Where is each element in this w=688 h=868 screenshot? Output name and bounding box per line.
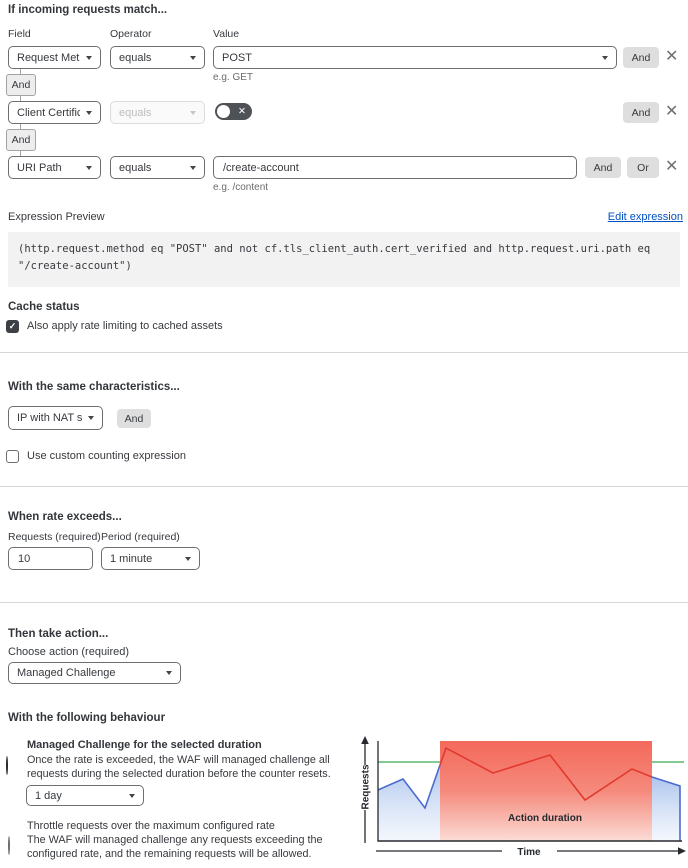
- expression-code-block: (http.request.method eq "POST" and not c…: [8, 232, 680, 287]
- add-and-condition-button-row1[interactable]: And: [623, 47, 659, 68]
- edit-expression-link[interactable]: Edit expression: [607, 211, 683, 223]
- add-or-condition-button-row3[interactable]: Or: [627, 157, 659, 178]
- action-duration-region: [440, 741, 652, 841]
- add-and-condition-button-row3[interactable]: And: [585, 157, 621, 178]
- x-axis-arrow-icon: [678, 847, 686, 855]
- y-axis-label: Requests: [361, 764, 372, 809]
- connector-and-chip-1[interactable]: And: [6, 74, 36, 96]
- chevron-down-icon: [86, 110, 92, 115]
- connector-and-chip-2[interactable]: And: [6, 129, 36, 151]
- requests-area-right: [652, 777, 680, 841]
- field-select-row2[interactable]: Client Certific...: [8, 101, 101, 124]
- characteristics-select-value: IP with NAT s...: [17, 412, 82, 424]
- match-section-title: If incoming requests match...: [8, 4, 168, 16]
- chevron-down-icon: [190, 55, 196, 60]
- throttle-behaviour-radio[interactable]: [8, 836, 10, 855]
- requests-area-left: [378, 765, 440, 841]
- cached-assets-checkbox-label: Also apply rate limiting to cached asset…: [27, 320, 223, 332]
- behaviour-diagram: Action duration Requests Time: [361, 736, 686, 858]
- value-hint-row1: e.g. GET: [213, 72, 254, 83]
- action-select[interactable]: Managed Challenge: [8, 662, 181, 684]
- throttle-behaviour-label: Throttle requests over the maximum confi…: [27, 820, 275, 832]
- request-line-blue-left: [377, 764, 441, 810]
- operator-select-row3-value: equals: [119, 161, 152, 174]
- remove-condition-icon-row3[interactable]: ✕: [665, 158, 679, 175]
- duration-behaviour-description: Once the rate is exceeded, the WAF will …: [27, 754, 331, 780]
- add-and-condition-button-row2[interactable]: And: [623, 102, 659, 123]
- cached-assets-checkbox[interactable]: ✓: [6, 320, 19, 333]
- field-select-row1[interactable]: Request Meth...: [8, 46, 101, 69]
- toggle-knob: [217, 105, 230, 118]
- period-label: Period (required): [101, 531, 180, 543]
- cert-verified-toggle[interactable]: ✕: [215, 103, 252, 120]
- period-select-value: 1 minute: [110, 552, 153, 565]
- period-select[interactable]: 1 minute: [101, 547, 200, 570]
- value-combobox-row1-value: POST: [222, 51, 252, 64]
- cache-status-title: Cache status: [8, 301, 80, 313]
- choose-action-label: Choose action (required): [8, 646, 130, 658]
- field-select-row2-value: Client Certific...: [17, 106, 80, 119]
- value-hint-row3: e.g. /content: [213, 182, 269, 193]
- operator-select-row3[interactable]: equals: [110, 156, 205, 179]
- chevron-down-icon: [86, 55, 92, 60]
- chevron-down-icon: [86, 165, 92, 170]
- remove-condition-icon-row1[interactable]: ✕: [665, 48, 679, 65]
- field-select-row3-value: URI Path: [17, 161, 62, 174]
- characteristics-title: With the same characteristics...: [8, 381, 180, 393]
- custom-counting-checkbox[interactable]: [6, 450, 19, 463]
- action-duration-annotation: Action duration: [508, 813, 582, 824]
- section-divider: [0, 602, 688, 603]
- chevron-down-icon: [190, 165, 196, 170]
- operator-select-row2-value: equals: [119, 106, 152, 119]
- requests-label: Requests (required): [8, 531, 101, 543]
- field-column-label: Field: [8, 28, 31, 40]
- custom-counting-checkbox-label: Use custom counting expression: [27, 450, 186, 462]
- expression-preview-label: Expression Preview: [8, 211, 105, 223]
- y-axis-arrow-icon: [361, 736, 369, 744]
- add-characteristic-button[interactable]: And: [117, 409, 151, 428]
- toggle-off-x-icon: ✕: [238, 105, 246, 117]
- duration-select[interactable]: 1 day: [26, 785, 144, 806]
- operator-select-row2-disabled: equals: [110, 101, 205, 124]
- chevron-down-icon: [602, 55, 608, 60]
- requests-input[interactable]: [8, 547, 93, 570]
- behaviour-title: With the following behaviour: [8, 712, 166, 724]
- value-input-row3[interactable]: [213, 156, 577, 179]
- operator-column-label: Operator: [110, 28, 152, 40]
- field-select-row1-value: Request Meth...: [17, 51, 80, 64]
- chevron-down-icon: [190, 110, 196, 115]
- section-divider: [0, 352, 688, 353]
- section-divider: [0, 486, 688, 487]
- duration-behaviour-radio[interactable]: [6, 756, 8, 775]
- chevron-down-icon: [129, 793, 135, 798]
- characteristics-select[interactable]: IP with NAT s...: [8, 406, 103, 430]
- duration-select-value: 1 day: [35, 789, 62, 802]
- chevron-down-icon: [166, 671, 172, 675]
- x-axis-label: Time: [517, 847, 541, 858]
- operator-select-row1-value: equals: [119, 51, 152, 64]
- action-select-value: Managed Challenge: [17, 667, 116, 679]
- remove-condition-icon-row2[interactable]: ✕: [665, 103, 679, 120]
- field-select-row3[interactable]: URI Path: [8, 156, 101, 179]
- value-combobox-row1[interactable]: POST: [213, 46, 617, 69]
- throttle-behaviour-description: The WAF will managed challenge any reque…: [27, 834, 323, 860]
- chevron-down-icon: [185, 556, 191, 561]
- duration-behaviour-label: Managed Challenge for the selected durat…: [27, 739, 262, 751]
- request-line-red: [439, 746, 653, 802]
- action-title: Then take action...: [8, 628, 109, 640]
- chevron-down-icon: [88, 416, 94, 420]
- rate-title: When rate exceeds...: [8, 511, 122, 523]
- request-line-blue-right: [651, 776, 681, 841]
- value-column-label: Value: [213, 28, 240, 40]
- operator-select-row1[interactable]: equals: [110, 46, 205, 69]
